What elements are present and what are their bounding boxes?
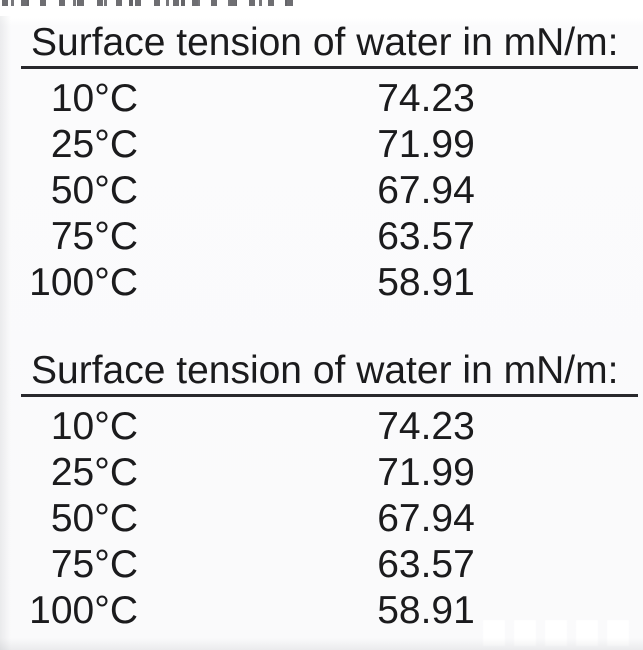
temperature-cell: 25°C (50, 123, 138, 166)
table-body: 10°C 74.23 25°C 71.99 50°C 67.94 75°C 63… (0, 76, 643, 306)
value-cell: 67.94 (377, 497, 475, 540)
table-row: 100°C 58.91 (0, 588, 643, 634)
value-cell: 63.57 (377, 215, 475, 258)
table-row: 50°C 67.94 (0, 168, 643, 214)
temperature-cell: 100°C (29, 261, 138, 304)
value-cell: 71.99 (377, 123, 475, 166)
temperature-cell: 25°C (50, 451, 138, 494)
value-cell: 74.23 (377, 77, 475, 120)
table-row: 100°C 58.91 (0, 260, 643, 306)
table-title: Surface tension of water in mN/m: (21, 349, 638, 397)
temperature-cell: 10°C (50, 405, 138, 448)
surface-tension-table-1: Surface tension of water in mN/m: 10°C 7… (0, 21, 643, 306)
cropped-text-fragments (2, 0, 302, 6)
value-cell: 58.91 (377, 589, 475, 632)
table-row: 50°C 67.94 (0, 496, 643, 542)
table-row: 75°C 63.57 (0, 214, 643, 260)
temperature-cell: 100°C (29, 589, 138, 632)
value-cell: 58.91 (377, 261, 475, 304)
table-row: 10°C 74.23 (0, 76, 643, 122)
temperature-cell: 50°C (50, 169, 138, 212)
table-title: Surface tension of water in mN/m: (21, 21, 638, 69)
temperature-cell: 75°C (50, 543, 138, 586)
temperature-cell: 50°C (50, 497, 138, 540)
table-row: 25°C 71.99 (0, 122, 643, 168)
watermark (483, 620, 635, 646)
temperature-cell: 75°C (50, 215, 138, 258)
temperature-cell: 10°C (50, 77, 138, 120)
value-cell: 71.99 (377, 451, 475, 494)
table-row: 10°C 74.23 (0, 404, 643, 450)
page-edge-shadow (0, 638, 643, 650)
table-row: 75°C 63.57 (0, 542, 643, 588)
table-row: 25°C 71.99 (0, 450, 643, 496)
value-cell: 63.57 (377, 543, 475, 586)
surface-tension-table-2: Surface tension of water in mN/m: 10°C 7… (0, 349, 643, 634)
value-cell: 67.94 (377, 169, 475, 212)
table-body: 10°C 74.23 25°C 71.99 50°C 67.94 75°C 63… (0, 404, 643, 634)
value-cell: 74.23 (377, 405, 475, 448)
